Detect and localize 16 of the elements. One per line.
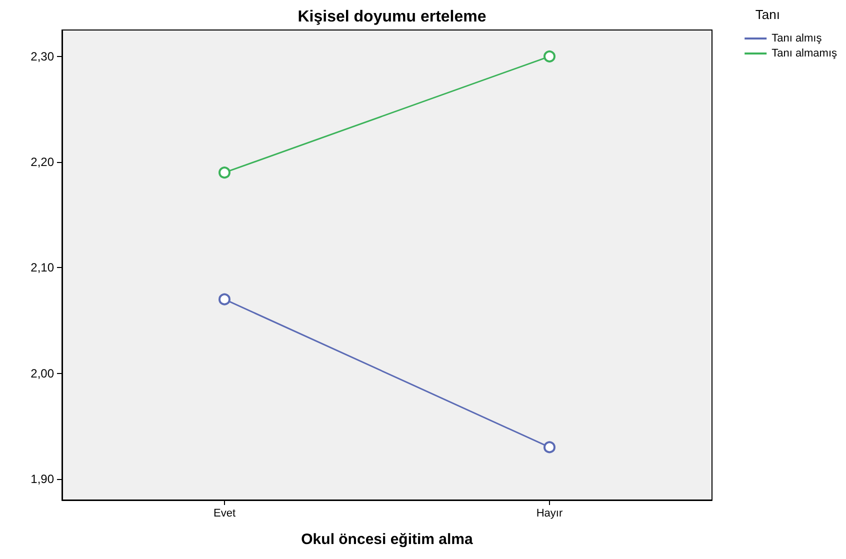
legend-label: Tanı almış: [772, 32, 822, 44]
chart-title: Kişisel doyumu erteleme: [298, 8, 486, 26]
y-tick-label: 2,30: [30, 49, 54, 64]
x-tick-label: Evet: [213, 508, 236, 520]
y-tick-label: 2,10: [30, 260, 54, 275]
x-axis-title: Okul öncesi eğitim alma: [301, 531, 474, 548]
legend-title: Tanı: [755, 7, 780, 22]
y-tick-label: 2,00: [30, 366, 54, 380]
y-tick-label: 1,90: [30, 472, 54, 486]
point: [544, 50, 556, 62]
point: [218, 293, 230, 306]
x-tick-label: Hayır: [536, 508, 563, 520]
legend-label: Tanı almamış: [772, 48, 838, 60]
y-tick-label: 2,20: [30, 155, 54, 170]
point: [544, 441, 556, 454]
point: [218, 166, 230, 179]
